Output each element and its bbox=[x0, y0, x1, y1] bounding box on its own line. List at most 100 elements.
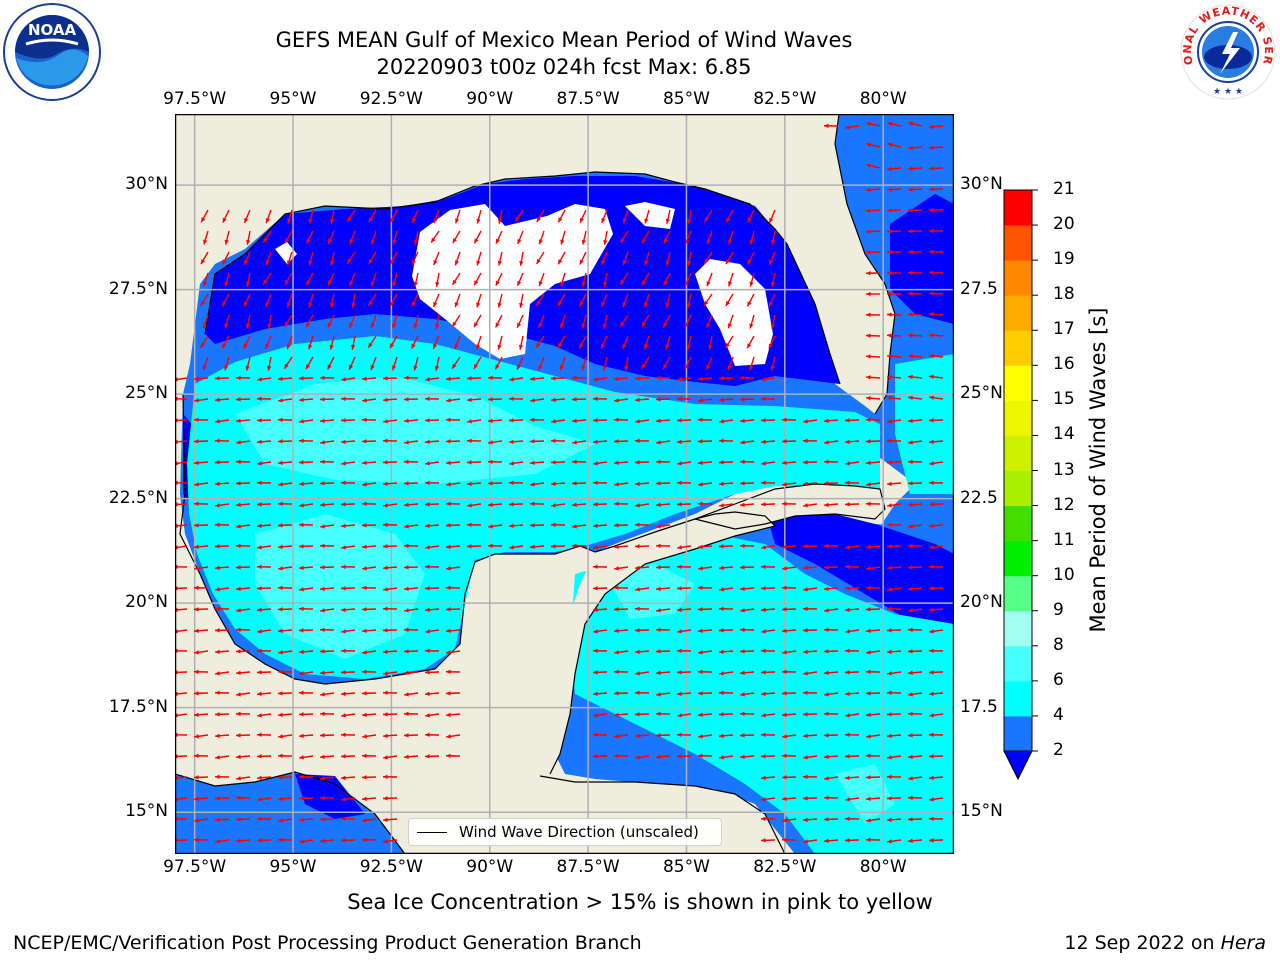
wave-arrow bbox=[824, 608, 839, 613]
wave-arrow bbox=[445, 523, 461, 528]
wave-arrow bbox=[802, 565, 818, 570]
wave-arrow bbox=[361, 712, 377, 717]
colorbar-bin bbox=[1004, 470, 1032, 507]
wave-arrow bbox=[928, 838, 944, 843]
wave-arrow bbox=[432, 335, 440, 350]
wave-arrow bbox=[277, 544, 293, 549]
wave-arrow bbox=[928, 312, 944, 317]
wave-arrow bbox=[382, 733, 398, 738]
wave-arrow bbox=[298, 460, 314, 465]
wave-arrow bbox=[235, 711, 251, 717]
wave-arrow bbox=[760, 670, 776, 675]
wave-arrow bbox=[929, 629, 944, 634]
wave-arrow bbox=[703, 293, 713, 306]
wave-arrow bbox=[907, 543, 923, 549]
wave-arrow bbox=[886, 438, 902, 444]
wave-arrow bbox=[277, 501, 293, 507]
wave-arrow bbox=[676, 607, 692, 612]
wave-arrow bbox=[424, 648, 440, 654]
wave-arrow bbox=[886, 249, 902, 255]
wave-arrow bbox=[424, 732, 440, 738]
wave-arrow bbox=[739, 459, 755, 465]
wave-arrow bbox=[193, 628, 209, 633]
wave-arrow bbox=[411, 335, 419, 349]
wave-arrow bbox=[560, 230, 566, 245]
wave-arrow bbox=[235, 838, 251, 843]
wave-arrow bbox=[635, 671, 650, 676]
wave-arrow bbox=[928, 564, 944, 570]
wave-arrow bbox=[308, 335, 314, 350]
wave-arrow bbox=[362, 566, 377, 571]
wave-arrow bbox=[256, 754, 272, 759]
wave-arrow bbox=[614, 650, 629, 655]
lat-tick-left: 20°N bbox=[125, 592, 168, 613]
map-legend: Wind Wave Direction (unscaled) bbox=[408, 818, 722, 846]
wave-arrow bbox=[256, 396, 272, 402]
wave-arrow bbox=[643, 335, 650, 350]
wave-arrow bbox=[768, 251, 776, 266]
wave-arrow bbox=[557, 293, 566, 307]
wave-arrow bbox=[235, 817, 251, 822]
wave-arrow bbox=[319, 627, 335, 633]
wave-arrow bbox=[327, 272, 335, 286]
wave-arrow bbox=[432, 293, 440, 308]
colorbar-tick: 10 bbox=[1053, 564, 1075, 585]
wave-arrow bbox=[193, 712, 209, 717]
wave-arrow bbox=[613, 439, 629, 444]
wave-arrow bbox=[662, 314, 671, 328]
wave-arrow bbox=[340, 732, 356, 738]
wave-arrow bbox=[865, 333, 881, 338]
wave-arrow bbox=[907, 670, 923, 675]
wave-arrow bbox=[550, 481, 566, 486]
wave-arrow bbox=[865, 607, 881, 612]
wave-arrow bbox=[622, 293, 629, 308]
wave-arrow bbox=[488, 440, 503, 445]
footer-credit: NCEP/EMC/Verification Post Processing Pr… bbox=[13, 932, 642, 954]
wave-arrow bbox=[305, 272, 314, 286]
wave-arrow bbox=[929, 461, 944, 466]
wave-arrow bbox=[928, 249, 944, 255]
wave-arrow bbox=[403, 502, 419, 507]
wave-arrow bbox=[277, 753, 293, 759]
wave-arrow bbox=[243, 335, 251, 349]
wave-arrow bbox=[613, 753, 629, 759]
wave-arrow bbox=[214, 774, 230, 780]
wave-arrow bbox=[781, 544, 797, 549]
wave-arrow bbox=[887, 270, 901, 276]
wave-arrow bbox=[929, 713, 944, 718]
wave-arrow bbox=[452, 230, 461, 244]
wave-arrow bbox=[802, 774, 818, 780]
wave-arrow bbox=[411, 251, 419, 265]
wave-arrow bbox=[557, 251, 566, 265]
wave-arrow bbox=[613, 544, 629, 549]
wave-arrow bbox=[845, 125, 860, 130]
wave-arrow bbox=[655, 627, 671, 633]
wave-arrow bbox=[929, 797, 944, 802]
wave-arrow bbox=[435, 314, 440, 329]
wave-arrow bbox=[676, 396, 692, 402]
wave-arrow bbox=[739, 754, 755, 759]
wave-arrow bbox=[392, 272, 398, 287]
wave-arrow bbox=[215, 419, 230, 424]
wave-arrow bbox=[341, 797, 356, 802]
wave-arrow bbox=[214, 481, 230, 486]
wave-arrow bbox=[404, 692, 419, 697]
wave-arrow bbox=[413, 230, 419, 245]
wave-arrow bbox=[929, 374, 944, 380]
wave-arrow bbox=[340, 816, 356, 822]
wave-arrow bbox=[907, 817, 923, 822]
colorbar-bin bbox=[1004, 225, 1032, 261]
wave-arrow bbox=[424, 754, 440, 759]
wave-arrow bbox=[928, 648, 944, 654]
wave-arrow bbox=[865, 208, 881, 213]
wave-arrow bbox=[529, 417, 545, 423]
colorbar-tick: 11 bbox=[1053, 529, 1075, 550]
wave-arrow bbox=[425, 461, 440, 466]
wave-arrow bbox=[214, 712, 230, 717]
wave-arrow bbox=[319, 838, 335, 843]
wave-arrow bbox=[866, 482, 881, 487]
wave-arrow bbox=[298, 565, 314, 570]
wave-arrow bbox=[557, 209, 566, 223]
wave-arrow bbox=[550, 460, 566, 465]
wave-arrow bbox=[803, 839, 818, 844]
